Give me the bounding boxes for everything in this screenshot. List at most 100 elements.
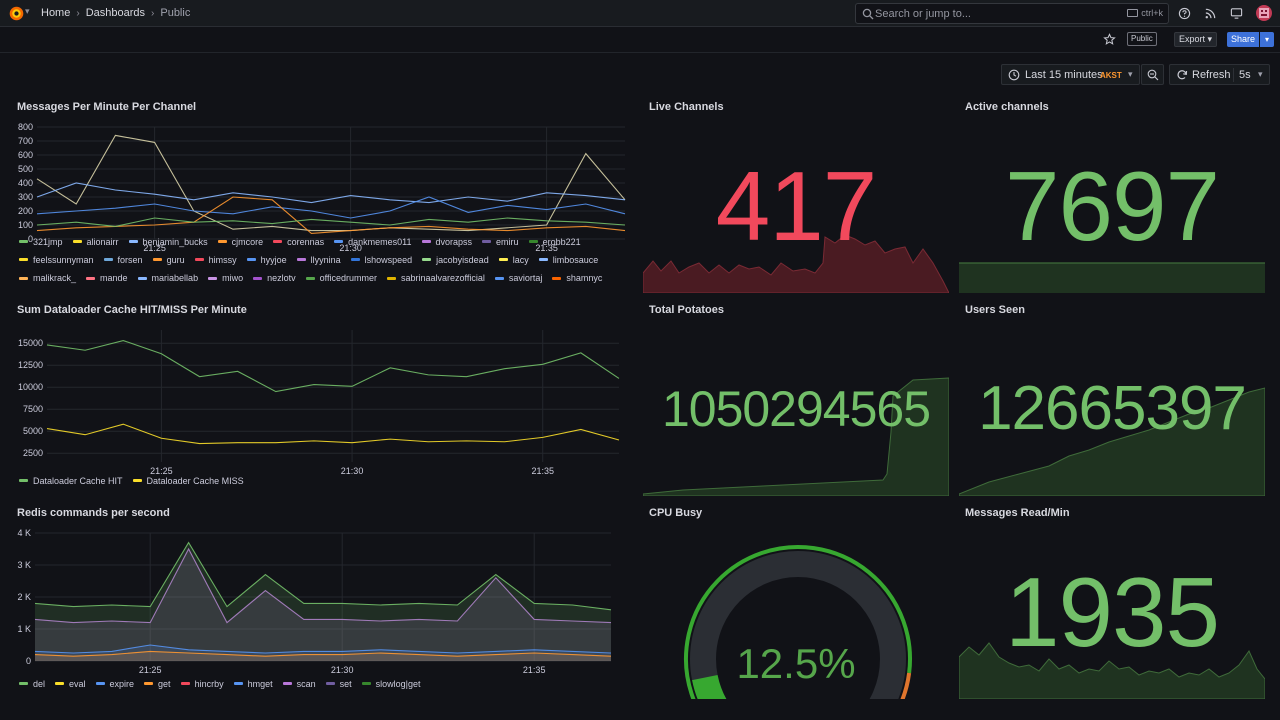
breadcrumb-dashboards[interactable]: Dashboards	[85, 7, 146, 19]
panel-cpu-busy: CPU Busy 12.5%	[643, 507, 949, 699]
breadcrumb-home[interactable]: Home	[41, 7, 71, 19]
panel-title: Active channels	[965, 101, 1049, 113]
chevron-down-icon[interactable]: ▾	[25, 6, 30, 16]
panel-total-potatoes: Total Potatoes 1050294565	[643, 304, 949, 496]
series-line	[46, 339, 620, 393]
legend-item[interactable]: benjamin_bucks	[128, 235, 208, 248]
help-icon[interactable]	[1178, 7, 1191, 20]
legend-label: benjamin_bucks	[142, 236, 208, 247]
legend-item[interactable]: hmget	[233, 677, 273, 690]
panel-title: Messages Read/Min	[965, 507, 1070, 519]
time-range-picker[interactable]: Last 15 minutes AKST ▾	[1001, 64, 1140, 85]
legend-label: mariabellab	[151, 273, 199, 284]
legend-item[interactable]: officedrummer	[305, 272, 377, 285]
panel-title: Redis commands per second	[17, 507, 170, 519]
panel-title: CPU Busy	[649, 507, 703, 519]
legend-item[interactable]: slowlog|get	[361, 677, 421, 690]
legend-item[interactable]: guru	[152, 253, 185, 266]
legend-label: sabrinaalvarezofficial	[400, 273, 485, 284]
users-seen-sparkline	[959, 387, 1265, 496]
refresh-icon	[1177, 70, 1188, 80]
panel-messages-read: Messages Read/Min 1935	[959, 507, 1265, 699]
series-line	[34, 650, 612, 657]
share-button[interactable]: Share	[1227, 32, 1259, 47]
legend-item[interactable]: eval	[55, 677, 86, 690]
stat-value: 7697	[1004, 151, 1220, 261]
legend-label: hmget	[247, 678, 273, 689]
series-line	[34, 541, 612, 611]
legend-item[interactable]: scan	[282, 677, 316, 690]
legend-item[interactable]: lacy	[498, 253, 529, 266]
stat-value: 12665397	[978, 374, 1247, 443]
legend-item[interactable]: 321jmp	[19, 235, 63, 248]
messages-line-chart[interactable]: 0 100 200 300 400 500 600 700 800 21:25 21:30 21:35	[17, 123, 629, 253]
legend-item[interactable]: lshowspeed	[350, 253, 412, 266]
legend-item[interactable]: shamnyc	[552, 272, 602, 285]
legend-swatch	[482, 240, 492, 243]
x-tick-label: 21:30	[339, 243, 362, 253]
grafana-logo-icon[interactable]	[8, 5, 25, 22]
legend-item[interactable]: alionairr	[72, 235, 119, 248]
legend-label: hincrby	[194, 678, 224, 689]
panel-title: Users Seen	[965, 304, 1025, 316]
legend-item[interactable]: limbosauce	[538, 253, 598, 266]
legend-item[interactable]: get	[144, 677, 171, 690]
refresh-button[interactable]: Refresh 5s ▾	[1169, 64, 1270, 85]
legend-item[interactable]: saviortaj	[494, 272, 542, 285]
share-dropdown-button[interactable]: ▾	[1260, 32, 1274, 47]
dashboard-toolbar: Public Export ▾ Share ▾	[0, 27, 1280, 53]
redis-area-chart[interactable]: 0 1 K 2 K 3 K 4 K 21:25 21:30 21:35	[17, 529, 629, 679]
legend-item[interactable]: malikrack_	[19, 272, 76, 285]
clock-icon	[1008, 69, 1020, 81]
legend-item[interactable]: nezlotv	[253, 272, 296, 285]
legend-item[interactable]: erobb221	[528, 235, 581, 248]
legend-label: set	[339, 678, 352, 689]
x-tick-label: 21:25	[139, 665, 162, 675]
legend-label: jacobyisdead	[436, 254, 489, 265]
legend-item[interactable]: sabrinaalvarezofficial	[386, 272, 485, 285]
legend-item[interactable]: jacobyisdead	[422, 253, 489, 266]
legend-label: himssy	[208, 254, 237, 265]
panel-title: Sum Dataloader Cache HIT/MISS Per Minute	[17, 304, 247, 316]
cache-line-chart[interactable]: 2500 5000 7500 10000 12500 15000 21:25 21:30 21:…	[17, 326, 629, 476]
monitor-icon[interactable]	[1230, 7, 1243, 20]
legend-item[interactable]: corennas	[273, 235, 324, 248]
legend-swatch	[137, 276, 147, 280]
export-button[interactable]: Export ▾	[1174, 32, 1218, 47]
legend-item[interactable]: himssy	[194, 253, 237, 266]
legend-swatch	[538, 258, 548, 262]
legend-item[interactable]: Dataloader Cache MISS	[132, 474, 244, 487]
legend-swatch	[19, 479, 28, 482]
legend-item[interactable]: hyyjoe	[246, 253, 287, 266]
legend-item[interactable]: miwo	[208, 272, 243, 285]
y-tick-label: 5000	[23, 426, 43, 436]
legend-item[interactable]: mariabellab	[137, 272, 199, 285]
legend-item[interactable]: del	[19, 677, 45, 690]
refresh-interval[interactable]: 5s	[1239, 69, 1251, 81]
legend-item[interactable]: feelssunnyman	[19, 253, 94, 266]
legend-item[interactable]: dankmemes011	[334, 235, 412, 248]
chevron-right-icon: ›	[151, 7, 155, 19]
legend-item[interactable]: cjmcore	[217, 235, 263, 248]
legend-item[interactable]: mande	[86, 272, 128, 285]
legend-item[interactable]: forsen	[103, 253, 143, 266]
legend-item[interactable]: llyynina	[296, 253, 341, 266]
legend-label: 321jmp	[33, 236, 63, 247]
zoom-out-button[interactable]	[1141, 64, 1164, 85]
legend-item[interactable]: Dataloader Cache HIT	[19, 474, 123, 487]
legend-swatch	[95, 682, 105, 685]
legend-label: erobb221	[542, 236, 581, 247]
star-icon[interactable]	[1103, 33, 1116, 46]
legend-item[interactable]: hincrby	[180, 677, 224, 690]
y-tick-label: 0	[28, 234, 33, 244]
legend-item[interactable]: emiru	[482, 235, 519, 248]
legend-item[interactable]: expire	[95, 677, 134, 690]
redis-legend: del eval expire get hincrby hmget scan set slowl…	[19, 677, 625, 693]
y-tick-label: 7500	[23, 404, 43, 414]
legend-item[interactable]: set	[325, 677, 352, 690]
panel-dataloader-cache: Sum Dataloader Cache HIT/MISS Per Minute…	[17, 304, 629, 492]
search-input[interactable]: Search or jump to... ctrl+k	[855, 3, 1169, 24]
rss-icon[interactable]	[1204, 7, 1217, 20]
user-avatar[interactable]	[1256, 5, 1272, 21]
legend-item[interactable]: dvorapss	[421, 235, 472, 248]
